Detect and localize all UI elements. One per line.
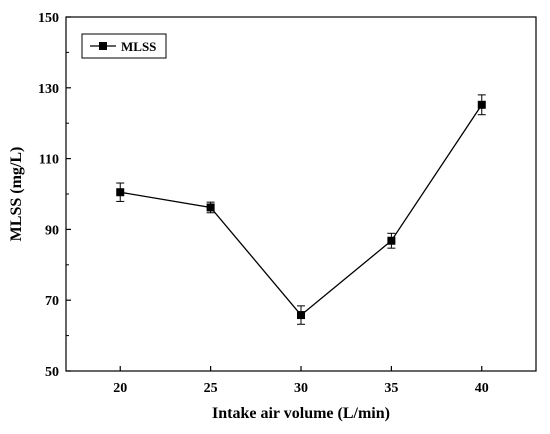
x-tick-label: 35	[384, 381, 398, 396]
x-tick-label: 25	[204, 381, 218, 396]
y-axis-title: MLSS (mg/L)	[8, 147, 25, 242]
x-tick-label: 30	[294, 381, 308, 396]
series-line	[120, 104, 483, 316]
x-axis-title: Intake air volume (L/min)	[212, 405, 390, 422]
y-tick-label: 50	[45, 365, 59, 380]
legend-marker-square	[99, 42, 107, 50]
data-point-marker	[116, 188, 125, 197]
legend-label-mlss: MLSS	[121, 39, 156, 54]
data-point-marker	[387, 236, 396, 245]
y-tick-label: 110	[39, 153, 59, 168]
x-axis-ticks: 20 25 30 35 40	[113, 366, 489, 396]
data-point-marker	[206, 203, 215, 212]
y-tick-label: 150	[38, 11, 59, 26]
y-axis-ticks: 50 70 90 110 130 150	[38, 11, 71, 380]
y-tick-label: 70	[45, 294, 59, 309]
y-tick-label: 130	[38, 82, 59, 97]
y-tick-label: 90	[45, 223, 59, 238]
data-point-marker	[297, 311, 305, 320]
x-tick-label: 20	[113, 381, 127, 396]
x-tick-label: 40	[475, 381, 489, 396]
series-layer	[116, 94, 486, 325]
data-point-marker	[477, 100, 486, 109]
legend: MLSS	[81, 33, 167, 59]
